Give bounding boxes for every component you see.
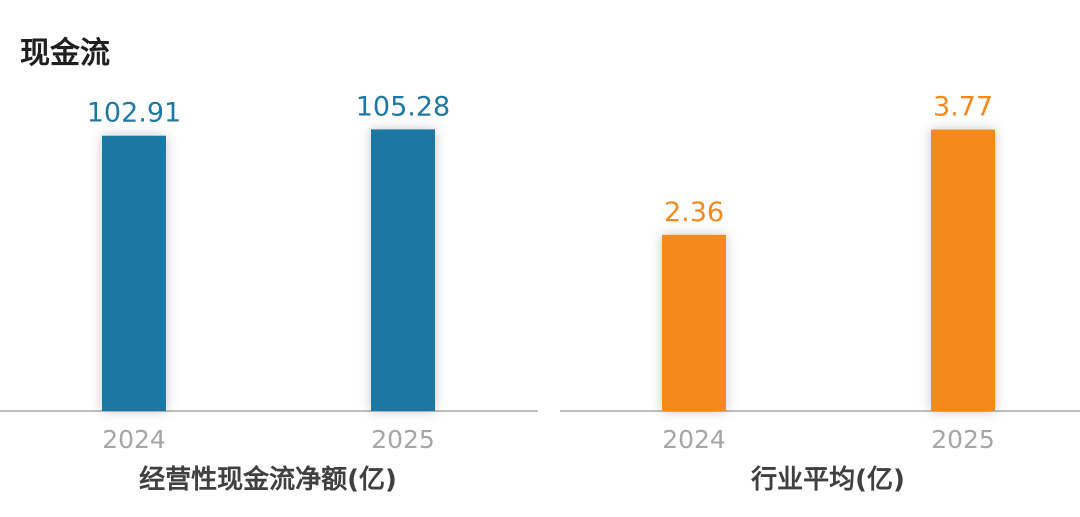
- bar: [371, 129, 435, 411]
- data-label: 3.77: [933, 92, 993, 123]
- chart-right: 2.36 3.77 2024 2025 行业平均(亿): [560, 92, 1080, 495]
- data-label: 102.91: [87, 98, 181, 129]
- bar: [662, 234, 726, 411]
- chart-left: 102.91 105.28 2024 2025 经营性现金流净额(亿): [0, 91, 538, 495]
- bar: [102, 135, 166, 411]
- x-tick-label: 2025: [371, 425, 435, 454]
- data-label: 2.36: [664, 197, 724, 228]
- x-tick-label: 2024: [662, 425, 726, 454]
- x-axis-title: 行业平均(亿): [750, 464, 905, 495]
- bar: [931, 129, 995, 411]
- data-label: 105.28: [356, 91, 450, 122]
- x-tick-label: 2024: [102, 425, 166, 454]
- page-title: 现金流: [20, 36, 110, 71]
- x-tick-label: 2025: [931, 425, 995, 454]
- x-axis-title: 经营性现金流净额(亿): [139, 464, 397, 495]
